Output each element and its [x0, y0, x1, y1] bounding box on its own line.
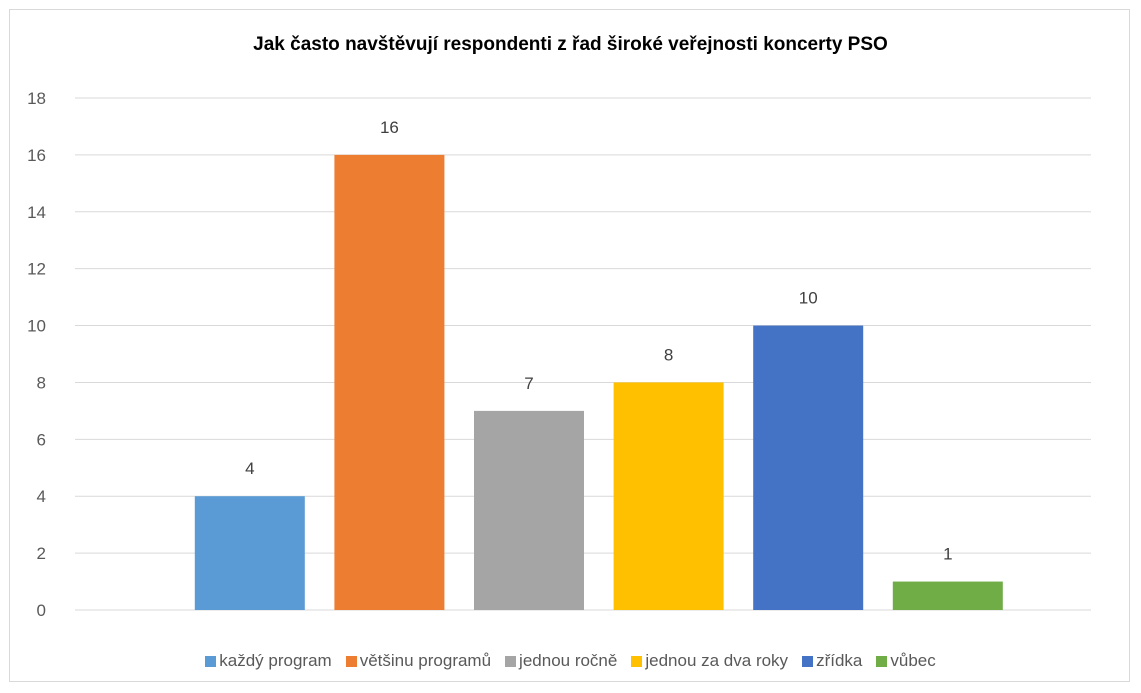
y-tick-label: 12 [27, 260, 46, 279]
legend-swatch [876, 655, 888, 667]
legend-label: vůbec [890, 651, 936, 670]
y-tick-label: 6 [37, 430, 46, 449]
bar-value-label: 4 [245, 459, 254, 478]
bar-value-label: 8 [664, 345, 673, 364]
bar-value-label: 7 [524, 374, 533, 393]
bar-4 [753, 325, 864, 610]
legend-item: vůbec [876, 651, 936, 671]
chart-title: Jak často navštěvují respondenti z řad š… [253, 34, 888, 55]
legend-item: zřídka [802, 651, 862, 671]
legend-swatch [631, 655, 643, 667]
legend-item: každý program [205, 651, 332, 671]
y-tick-label: 14 [27, 203, 46, 222]
y-tick-label: 16 [27, 146, 46, 165]
legend-item: jednou za dva roky [631, 651, 788, 671]
legend-item: jednou ročně [505, 651, 617, 671]
bar-1 [334, 154, 445, 610]
legend-swatch [205, 655, 217, 667]
y-tick-label: 4 [37, 487, 46, 506]
legend-label: jednou za dva roky [645, 651, 789, 670]
legend-swatch [802, 655, 814, 667]
chart-legend: každý program většinu programů jednou ročn… [0, 651, 1141, 671]
legend-label: většinu programů [359, 651, 492, 670]
bar-value-label: 10 [799, 289, 818, 308]
legend-swatch [345, 655, 357, 667]
y-tick-label: 10 [27, 317, 46, 336]
y-tick-label: 0 [37, 601, 46, 620]
legend-swatch [505, 655, 517, 667]
y-tick-label: 8 [37, 373, 46, 392]
legend-label: zřídka [816, 651, 863, 670]
bar-3 [613, 382, 724, 610]
y-tick-label: 2 [37, 544, 46, 563]
bar-0 [194, 496, 305, 610]
legend-label: jednou ročně [519, 651, 618, 670]
bar-value-label: 16 [380, 118, 399, 137]
y-tick-label: 18 [27, 89, 46, 108]
legend-item: většinu programů [345, 651, 492, 671]
legend-label: každý program [219, 651, 332, 670]
bar-2 [474, 410, 584, 610]
bar-5 [892, 581, 1003, 610]
bar-value-label: 1 [943, 545, 952, 564]
